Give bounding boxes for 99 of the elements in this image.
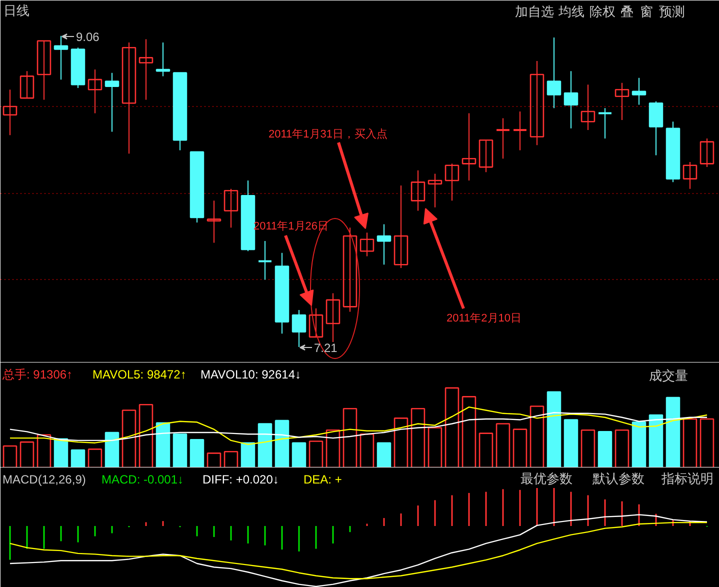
candlestick [122,42,136,154]
candlestick [138,38,154,100]
candlestick [428,173,442,208]
candlestick [258,240,272,280]
bar [190,439,204,467]
bar [206,452,222,467]
candlestick [156,42,170,77]
bar [342,408,358,467]
bar [496,423,510,467]
candlestick [308,308,324,338]
candlestick [88,68,102,114]
text: DEA: + [304,472,342,486]
chart-title: MACD(12,26,9) [2,472,86,486]
text: MAVOL5: 98472↑ [92,368,186,382]
text: MAVOL10: 92614↓ [200,368,302,382]
bar [292,442,306,467]
annotation: 预测 [659,4,685,19]
bar [258,423,272,467]
bar [564,419,578,467]
annotation: 均线 [558,4,584,19]
candlestick [462,112,476,181]
bar [700,418,714,467]
candlestick [2,89,18,136]
text: 指标说明 [660,471,714,486]
candlestick [530,60,544,146]
bar [648,414,664,467]
bar [614,429,630,467]
bar [138,404,154,467]
annotation: 除权 [590,4,616,19]
candlestick [224,188,238,228]
bar [410,408,426,467]
bar [666,396,680,467]
bar [444,387,460,467]
bar [104,432,120,467]
candlestick [20,70,34,99]
bar [580,429,596,467]
bar [156,422,170,467]
text: DIFF: +0.020↓ [202,472,279,486]
bar [478,432,494,467]
annotation: 9.06 [76,30,100,44]
candlestick [546,37,562,109]
bar [36,434,52,467]
candlestick [292,310,306,348]
bar [54,438,68,467]
candlestick [682,161,698,190]
bar [530,406,544,467]
candlestick [444,163,460,202]
bar [462,396,476,467]
bar [240,442,256,467]
text: MACD: -0.001↓ [102,472,184,486]
candlestick [342,227,358,312]
candlestick [478,139,494,173]
candlestick [700,138,714,168]
bar [70,449,86,467]
bar [88,448,102,467]
text: 总手: 91306↑ [2,368,73,382]
chart-title: 日线 [4,3,30,18]
text: 成交量 [649,368,688,383]
candlestick [648,100,664,156]
candlestick [614,82,630,120]
bar [682,418,698,467]
candlestick [360,232,374,257]
annotation: 2011年2月10日 [446,312,522,324]
annotation: 2011年1月31日，买入点 [268,128,388,140]
candlestick [496,118,510,160]
annotation: 叠 [620,4,634,19]
annotation: 窗 [640,4,653,19]
bar [632,422,646,467]
bar [428,427,442,467]
bar [394,418,408,467]
candlestick [632,77,646,106]
candlestick [376,224,392,266]
bar [2,445,18,467]
bar [326,429,340,467]
candlestick [598,108,612,139]
candlestick [410,170,426,212]
bar [308,440,324,467]
candlestick [104,72,120,132]
bar [598,431,612,467]
bar [512,428,528,467]
bar [122,410,136,467]
annotation: 加自选 [515,4,554,19]
candlestick [206,200,222,244]
bar [20,441,34,467]
bar [224,450,238,467]
candlestick [394,185,408,268]
candlestick [580,84,596,131]
candlestick [564,70,578,129]
bar [360,433,374,467]
candlestick [326,292,340,342]
bar [172,433,188,467]
text: 默认参数 [592,471,644,486]
bar [274,420,290,467]
bar [376,442,392,467]
candlestick [54,35,68,80]
bar [546,391,562,467]
candlestick [36,40,52,100]
candlestick [512,111,528,151]
text: 最优参数 [520,471,572,486]
